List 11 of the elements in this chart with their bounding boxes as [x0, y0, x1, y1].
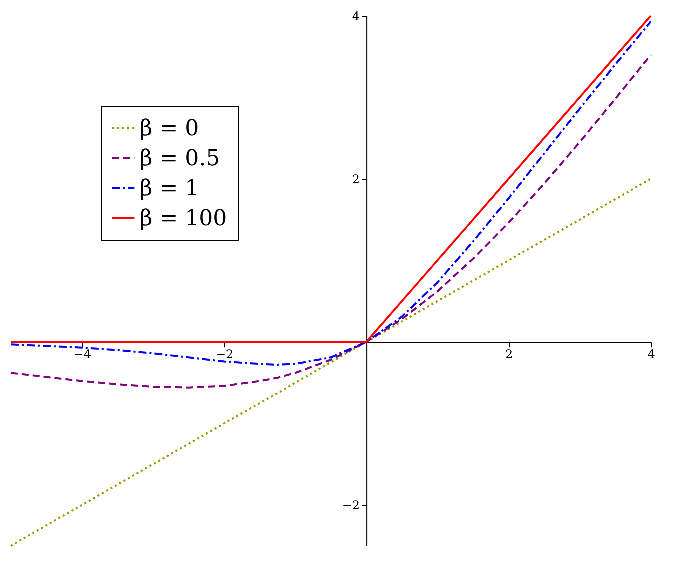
- x-tick-label: 2: [505, 348, 514, 362]
- legend-label: β = 0: [140, 116, 200, 142]
- legend-label: β = 100: [140, 206, 228, 232]
- legend-label: β = 1: [140, 176, 200, 202]
- y-tick-label: 2: [352, 172, 360, 187]
- x-tick-label: −4: [74, 348, 92, 362]
- y-tick-label: −2: [342, 498, 360, 513]
- x-tick-label: 4: [648, 348, 656, 362]
- legend-label: β = 0.5: [140, 146, 220, 172]
- y-tick-label: 4: [352, 10, 360, 24]
- x-tick-label: −2: [216, 348, 234, 362]
